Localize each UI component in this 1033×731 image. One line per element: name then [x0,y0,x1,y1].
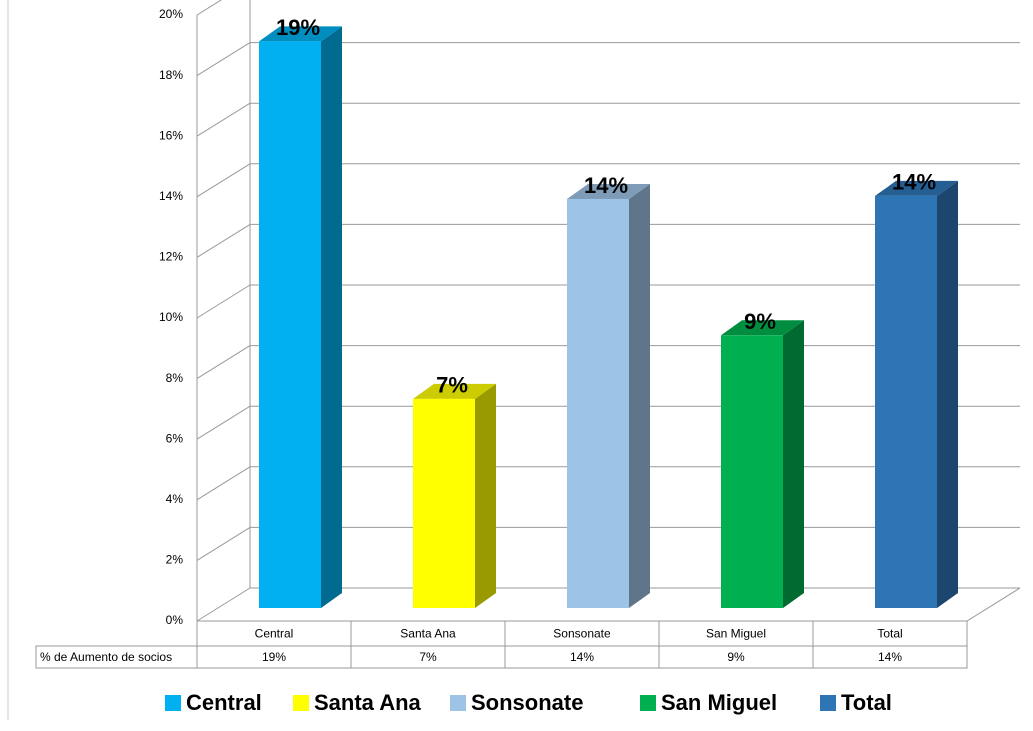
y-tick-label: 18% [159,68,183,82]
grid-line [196,466,251,501]
table-value: 19% [262,650,286,664]
bar [875,195,937,609]
table-cell [196,620,968,669]
data-label: 19% [276,15,320,40]
table-value: 14% [570,650,594,664]
legend-label: Sonsonate [471,690,583,715]
legend-swatch [293,695,309,711]
grid-line [196,587,251,622]
table-header: Total [877,627,902,641]
grid-line [196,284,251,319]
bar [567,198,629,608]
legend-label: Total [841,690,892,715]
table-header: Santa Ana [400,627,456,641]
bar-top [567,183,650,199]
legend-label: Santa Ana [314,690,422,715]
grid-line [196,163,251,198]
y-tick-label: 14% [159,189,183,203]
table-value: 9% [727,650,745,664]
bar-side [783,320,804,608]
grid-line [196,42,251,77]
grid-line [196,223,251,258]
bar-side [475,383,496,608]
data-label: 7% [436,373,468,398]
table-header: San Miguel [706,627,766,641]
table-cell [35,645,198,669]
bar-side [629,183,650,608]
bar [413,398,475,608]
table-value: 14% [878,650,902,664]
grid-line [196,0,223,16]
y-tick-label: 20% [159,7,183,21]
legend-swatch [165,695,181,711]
data-label: 14% [892,170,936,195]
grid-line [196,102,251,137]
legend-label: San Miguel [661,690,777,715]
bar [259,41,321,608]
y-tick-label: 0% [166,613,184,627]
bar-top [721,320,804,336]
grid-line [196,526,251,561]
y-tick-label: 12% [159,250,183,264]
table-header: Sonsonate [553,627,611,641]
bar-side [937,180,958,609]
legend-swatch [450,695,466,711]
data-label: 9% [744,309,776,334]
table-header: Central [255,627,294,641]
bar-top [875,180,958,196]
bar-top [259,26,342,42]
y-tick-label: 16% [159,128,183,142]
bar-side [321,26,342,608]
y-tick-label: 4% [166,492,184,506]
data-label: 14% [584,173,628,198]
y-tick-label: 8% [166,371,184,385]
table-value: 7% [419,650,437,664]
bar-top [413,383,496,399]
grid-line [196,405,251,440]
y-tick-label: 2% [166,553,184,567]
legend-swatch [640,695,656,711]
grid-line [196,345,251,380]
y-tick-label: 6% [166,431,184,445]
table-row-label: % de Aumento de socios [40,650,172,664]
legend-label: Central [186,690,262,715]
y-tick-label: 10% [159,310,183,324]
bar [721,335,783,608]
legend-swatch [820,695,836,711]
